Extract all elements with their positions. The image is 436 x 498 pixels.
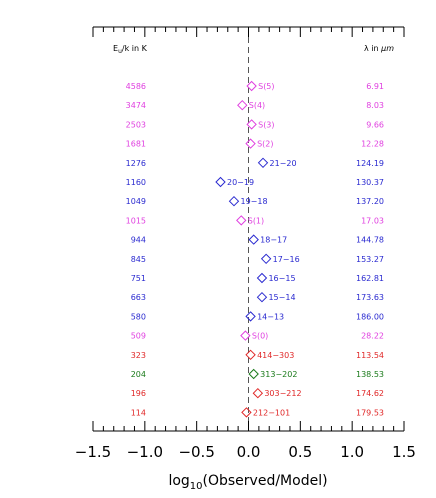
wavelength-value: 162.81	[356, 274, 384, 283]
eu-value: 4586	[126, 82, 146, 91]
eu-value: 663	[131, 293, 146, 302]
transition-label: 313−202	[260, 370, 297, 379]
x-axis-title: log10(Observed/Model)	[168, 473, 327, 492]
wavelength-value: 179.53	[356, 408, 384, 417]
data-point-diamond	[248, 234, 259, 245]
eu-value: 751	[131, 274, 146, 283]
transition-label: S(4)	[249, 101, 265, 110]
transition-label: 18−17	[260, 236, 287, 245]
eu-value: 845	[131, 255, 146, 264]
data-point-diamond	[245, 311, 256, 322]
eu-value: 580	[131, 312, 146, 321]
x-tick-label: 0.0	[237, 443, 261, 461]
wavelength-value: 17.03	[361, 216, 384, 225]
transition-label: 212−101	[253, 408, 290, 417]
x-tick-label: 0.5	[288, 443, 312, 461]
data-point-diamond	[256, 272, 268, 284]
data-point-diamond	[246, 80, 257, 92]
data-point-diamond	[245, 138, 256, 149]
wavelength-value: 153.27	[356, 255, 384, 264]
wavelength-value: 137.20	[356, 197, 384, 206]
data-point-diamond	[257, 157, 269, 169]
transition-label: 21−20	[270, 159, 297, 168]
transition-label: 19−18	[240, 197, 267, 206]
wavelength-value: 8.03	[366, 101, 384, 110]
transition-label: 20−19	[227, 178, 254, 187]
wavelength-value: 9.66	[366, 120, 384, 129]
data-point-diamond	[236, 215, 247, 226]
data-point-diamond	[241, 407, 252, 418]
transition-label: 414−303	[257, 351, 294, 360]
wavelength-value: 186.00	[356, 312, 384, 321]
x-tick-labels: −1.5 −1.0 −0.5 0.0 0.5 1.0 1.5	[75, 443, 416, 461]
transition-label: 303−212	[264, 389, 301, 398]
wavelength-value: 174.62	[356, 389, 384, 398]
eu-value: 1049	[126, 197, 146, 206]
wavelength-value: 12.28	[361, 140, 384, 149]
left-column-header: Eu/k in K	[113, 44, 148, 55]
eu-value: 944	[131, 236, 146, 245]
wavelength-value: 6.91	[366, 82, 384, 91]
plot-marks: 4586 S(5) 6.91 3474 S(4) 8.03 2503 S(3) 9.66 1681…	[126, 80, 384, 418]
eu-value: 204	[131, 370, 146, 379]
transition-label: 15−14	[268, 293, 295, 302]
wavelength-value: 173.63	[356, 293, 384, 302]
eu-value: 2503	[126, 120, 146, 129]
right-column-header: λ in μm	[364, 44, 394, 53]
eu-value: 1015	[126, 216, 146, 225]
eu-value: 1276	[126, 159, 146, 168]
data-point-diamond	[260, 253, 272, 265]
data-point-diamond	[245, 349, 256, 361]
wavelength-value: 124.19	[356, 159, 384, 168]
wavelength-value: 28.22	[361, 332, 384, 341]
eu-value: 509	[131, 332, 146, 341]
x-tick-label: 1.5	[392, 443, 416, 461]
wavelength-value: 138.53	[356, 370, 384, 379]
x-tick-label: 1.0	[340, 443, 364, 461]
eu-value: 1160	[126, 178, 146, 187]
eu-value: 323	[131, 351, 146, 360]
data-point-diamond	[248, 368, 259, 380]
eu-value: 3474	[126, 101, 146, 110]
eu-value: 196	[131, 389, 146, 398]
wavelength-value: 144.78	[356, 236, 384, 245]
data-point-diamond	[246, 119, 257, 130]
wavelength-value: 130.37	[356, 178, 384, 187]
transition-label: 16−15	[268, 274, 295, 283]
data-point-diamond	[256, 291, 268, 303]
data-point-diamond	[215, 176, 226, 188]
data-point-diamond	[252, 387, 264, 399]
x-tick-label: −1.5	[75, 443, 111, 461]
transition-label: S(1)	[248, 216, 264, 225]
x-tick-label: −1.0	[127, 443, 163, 461]
wavelength-value: 113.54	[356, 351, 384, 360]
data-point-diamond	[240, 330, 251, 341]
transition-label: S(5)	[258, 82, 274, 91]
data-point-diamond	[228, 195, 240, 207]
eu-value: 1681	[126, 140, 146, 149]
plot-frame	[92, 26, 405, 432]
x-tick-label: −0.5	[178, 443, 214, 461]
transition-label: S(3)	[258, 120, 274, 129]
data-point-diamond	[237, 99, 248, 111]
eu-value: 114	[131, 408, 146, 417]
transition-label: S(2)	[257, 140, 273, 149]
transition-label: 14−13	[257, 312, 284, 321]
transition-label: S(0)	[252, 332, 268, 341]
transition-label: 17−16	[273, 255, 300, 264]
